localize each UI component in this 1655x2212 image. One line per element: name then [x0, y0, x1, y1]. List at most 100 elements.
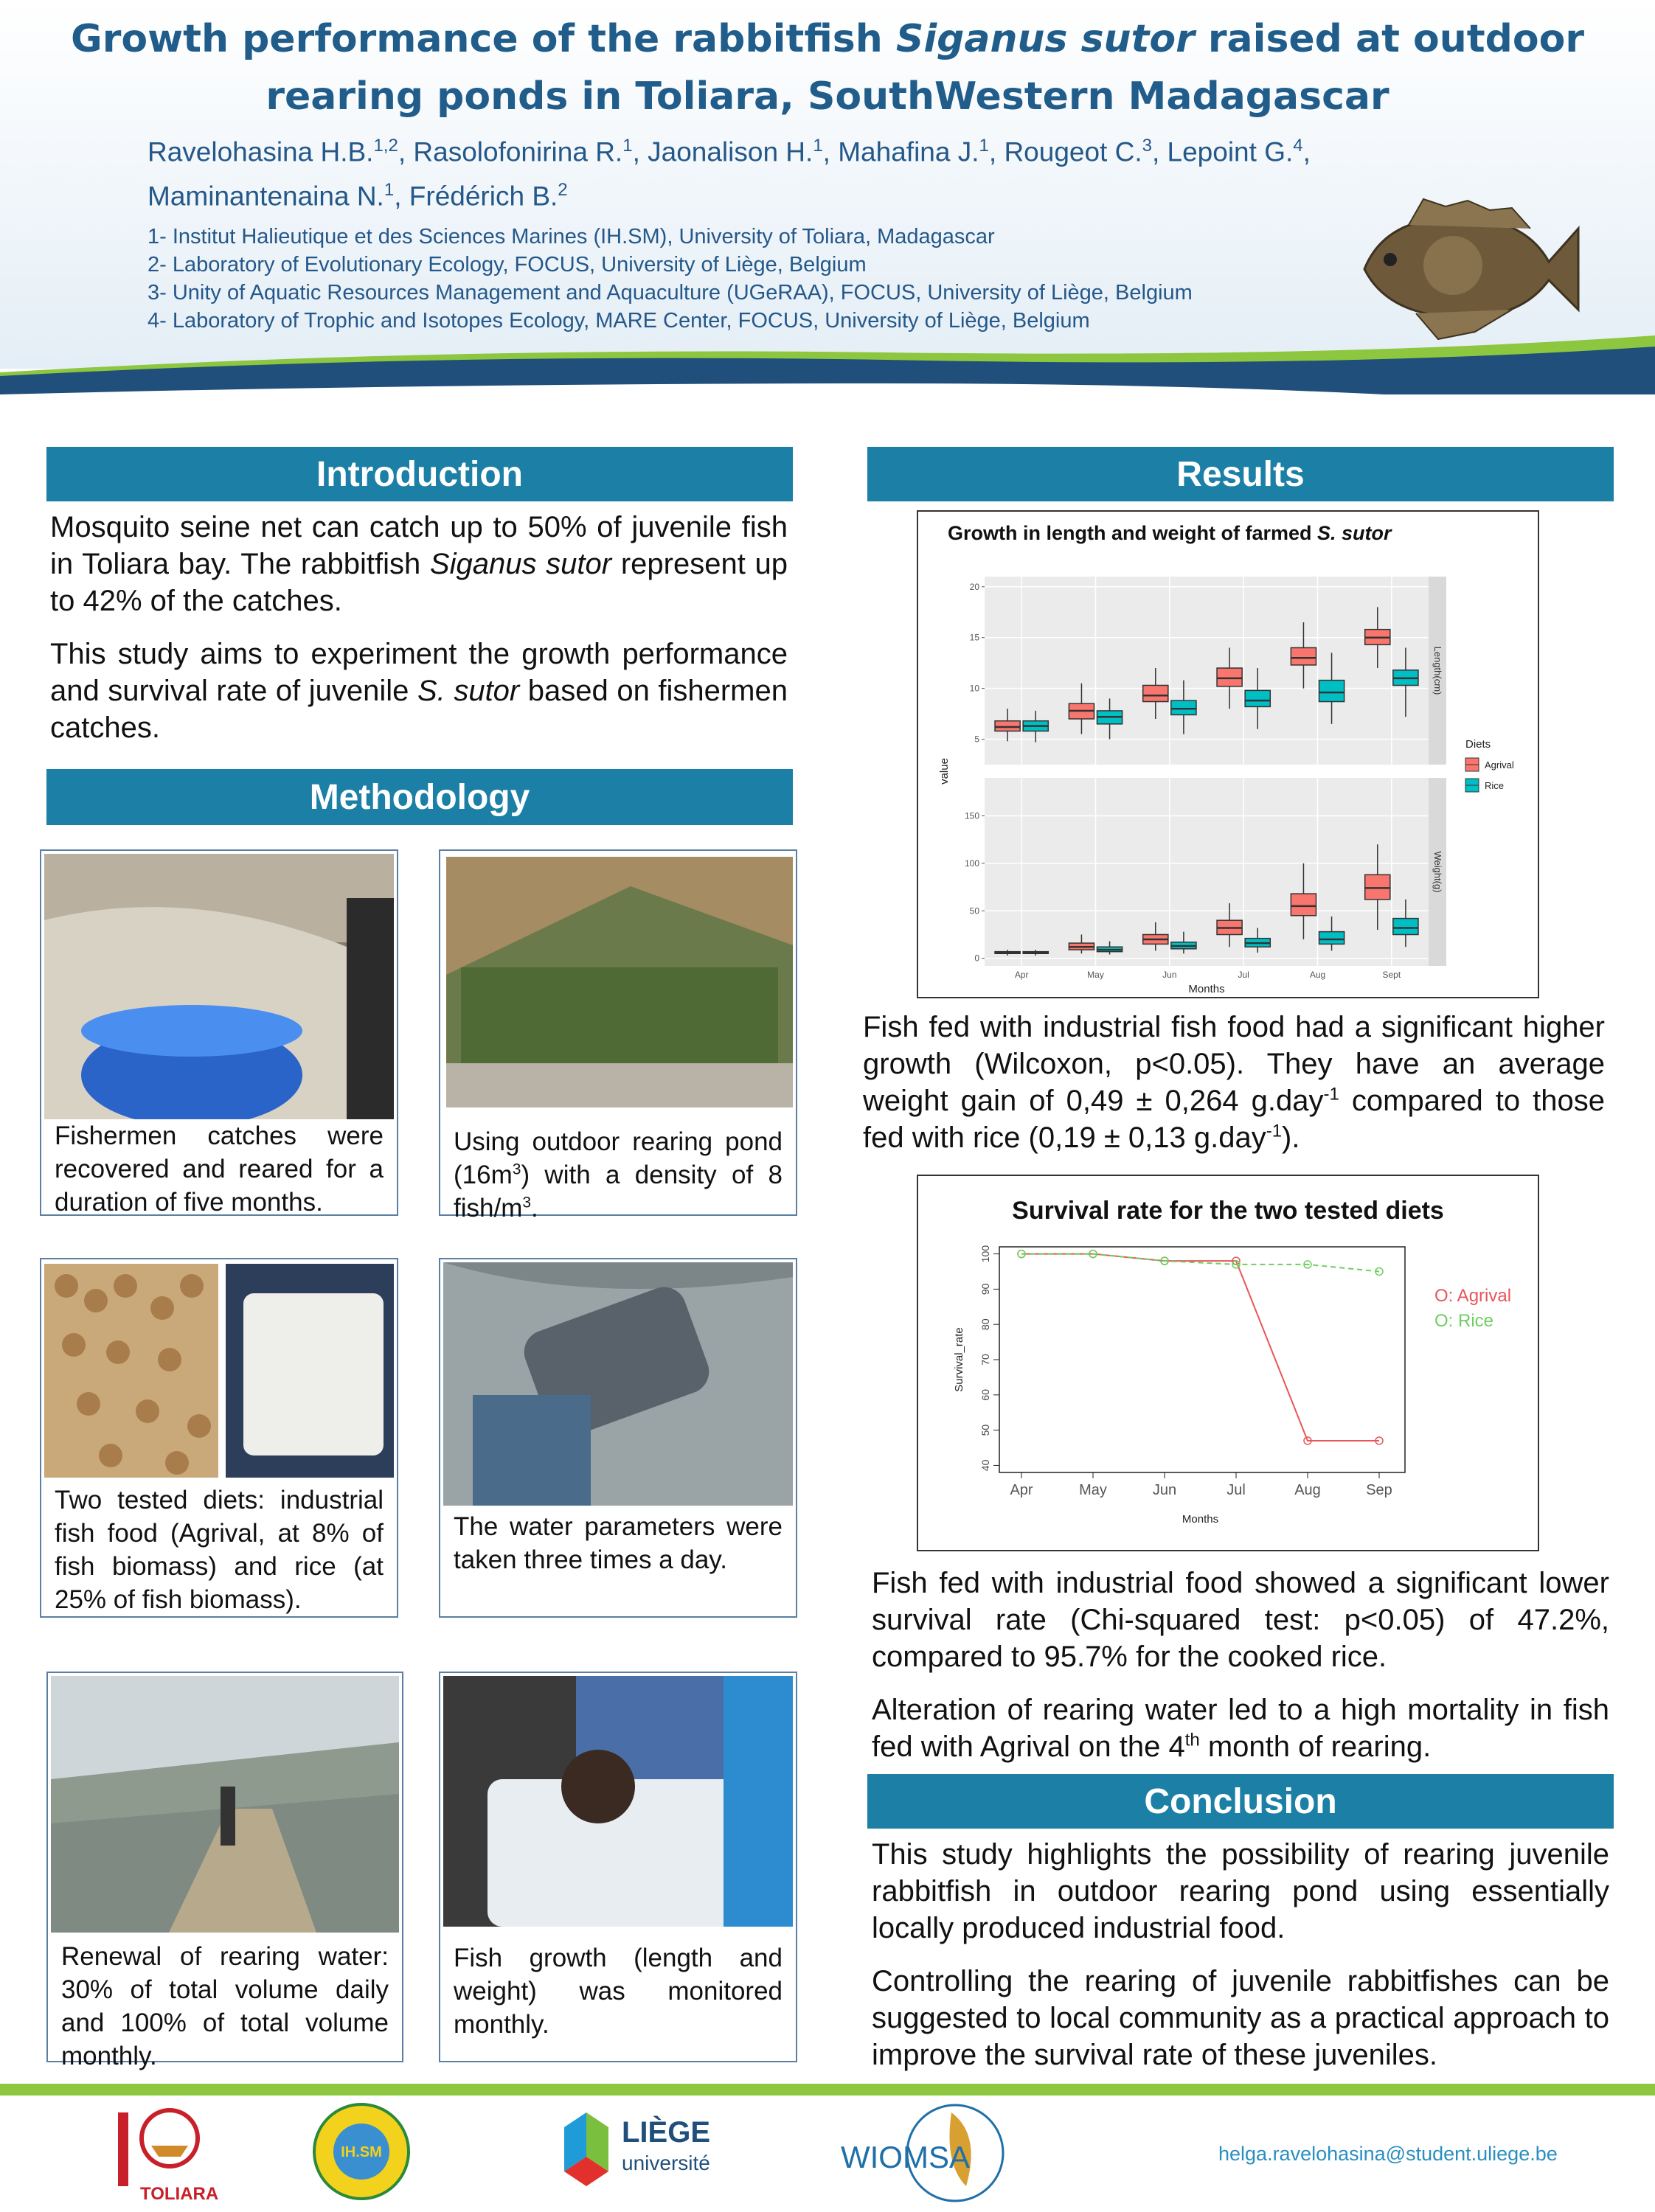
- plot-background: [985, 577, 1429, 765]
- y-tick-label: 90: [979, 1283, 991, 1295]
- box: [1364, 874, 1391, 900]
- box: [1142, 684, 1169, 703]
- x-tick-label: Apr: [1010, 1482, 1033, 1498]
- y-tick-label: 60: [979, 1389, 991, 1401]
- superscript: -1: [1266, 1121, 1283, 1141]
- caption: Renewal of rearing water: 30% of total v…: [48, 1940, 402, 2073]
- plot-background: [985, 778, 1429, 966]
- text-run: Alteration of rearing water led to a hig…: [872, 1694, 1609, 1763]
- title-line: rearing ponds in Toliara, SouthWestern M…: [0, 68, 1655, 125]
- text-run: represent up to 42% of the catches.: [50, 548, 788, 617]
- text-run: Siganus sutor: [429, 548, 612, 580]
- point: [1232, 1260, 1241, 1269]
- text-run: This study highlights the possibility of…: [872, 1838, 1609, 1944]
- text-run: Growth in length and weight of farmed: [948, 522, 1317, 544]
- title-line: Growth performance of the rabbitfish Sig…: [0, 10, 1655, 68]
- text-run: ).: [1282, 1121, 1300, 1154]
- x-axis-label: Months: [1182, 1513, 1218, 1526]
- y-tick-label: 70: [979, 1354, 991, 1366]
- text-run: Mosquito seine net can catch up to 50% o…: [50, 511, 788, 580]
- affiliations: 1- Institut Halieutique et des Sciences …: [148, 223, 1328, 335]
- box: [1290, 647, 1317, 666]
- facet-label: Weight(g): [1432, 851, 1443, 892]
- photo: [446, 857, 793, 1107]
- y-axis-label: Survival_rate: [953, 1327, 965, 1392]
- section-heading: Results: [867, 447, 1614, 501]
- author-affiliation: 1: [384, 180, 395, 201]
- x-tick-label: May: [1087, 970, 1104, 980]
- method-panel: Fishermen catches were recovered and rea…: [40, 849, 398, 1217]
- superscript: 3: [522, 1194, 532, 1211]
- y-tick-label: 50: [970, 905, 980, 916]
- author-name: Frédérich B.: [409, 181, 558, 212]
- x-tick-label: Jun: [1162, 970, 1176, 980]
- x-tick-label: Aug: [1294, 1482, 1321, 1498]
- author-affiliation: 2: [558, 180, 568, 201]
- text-run: This study aims to experiment the growth…: [50, 638, 788, 707]
- author-name: Maminantenaina N.: [148, 181, 384, 212]
- affiliation: 3- Unity of Aquatic Resources Management…: [148, 281, 1193, 305]
- x-axis-label: Months: [1188, 983, 1224, 995]
- header-background: [0, 0, 1655, 413]
- results-text: Fish fed with industrial fish food had a…: [863, 1009, 1605, 1172]
- author-name: Rougeot C.: [1004, 136, 1142, 167]
- method-panel: Two tested diets: industrial fish food (…: [40, 1258, 398, 1618]
- text-run: Growth performance of the rabbitfish: [71, 17, 896, 61]
- text-run: Fish fed with industrial food showed a s…: [872, 1567, 1609, 1673]
- point: [1303, 1260, 1312, 1269]
- x-tick-label: Jul: [1226, 1482, 1246, 1498]
- text-run: S. sutor: [1317, 522, 1392, 544]
- superscript: -1: [1323, 1084, 1339, 1105]
- series-line: [1021, 1253, 1380, 1273]
- x-tick-label: Sep: [1366, 1482, 1392, 1498]
- logo-text: université: [622, 2152, 710, 2174]
- author-affiliation: 3: [1142, 136, 1152, 156]
- poster-title: Growth performance of the rabbitfish Sig…: [0, 10, 1655, 125]
- logo-text: LIÈGE: [622, 2115, 710, 2149]
- text-run: Controlling the rearing of juvenile rabb…: [872, 1965, 1609, 2071]
- y-tick-label: 0: [974, 953, 979, 964]
- box: [1318, 931, 1345, 945]
- section-heading: Methodology: [46, 769, 793, 825]
- method-panel: Renewal of rearing water: 30% of total v…: [46, 1672, 403, 2070]
- box: [1170, 700, 1197, 716]
- section-heading: Introduction: [46, 447, 793, 501]
- point: [1160, 1256, 1169, 1265]
- photo: [51, 1676, 399, 1933]
- author-name: Jaonalison H.: [648, 136, 813, 167]
- x-tick-label: Jul: [1238, 970, 1249, 980]
- paragraph: This study highlights the possibility of…: [872, 1836, 1609, 1947]
- paragraph: Alteration of rearing water led to a hig…: [872, 1691, 1609, 1765]
- text-run: .: [531, 1194, 538, 1222]
- point: [1303, 1436, 1312, 1445]
- logo-text: IH.SM: [341, 2144, 382, 2160]
- y-axis-label: value: [938, 758, 951, 785]
- legend-label: Agrival: [1485, 759, 1514, 771]
- text-run: raised at outdoor: [1194, 17, 1584, 61]
- paragraph: Mosquito seine net can catch up to 50% o…: [50, 509, 788, 619]
- separator: ,: [394, 181, 402, 212]
- author-affiliation: 1,2: [373, 136, 398, 156]
- caption: Using outdoor rearing pond (16m3) with a…: [440, 1125, 796, 1225]
- chart-frame: Growth in length and weight of farmed S.…: [917, 510, 1539, 998]
- x-tick-label: Apr: [1015, 970, 1029, 980]
- separator: ,: [822, 136, 830, 167]
- text-run: Fish growth (length and weight) was moni…: [454, 1944, 783, 2039]
- caption: Two tested diets: industrial fish food (…: [41, 1484, 397, 1616]
- results-text: Fish fed with industrial food showed a s…: [872, 1565, 1609, 1781]
- text-run: based on fishermen catches.: [50, 675, 788, 744]
- y-tick-label: 50: [979, 1425, 991, 1436]
- method-panel: The water parameters were taken three ti…: [439, 1258, 797, 1618]
- text-run: month of rearing.: [1199, 1731, 1432, 1763]
- box: [994, 720, 1021, 732]
- y-tick-label: 80: [979, 1318, 991, 1330]
- author-affiliation: 1: [813, 136, 823, 156]
- text-run: rearing ponds in Toliara, SouthWestern M…: [266, 74, 1389, 119]
- author-affiliation: 4: [1293, 136, 1303, 156]
- author-name: Rasolofonirina R.: [413, 136, 623, 167]
- box: [1392, 917, 1419, 936]
- y-tick-label: 100: [979, 1245, 991, 1263]
- method-panel: Fish growth (length and weight) was moni…: [439, 1672, 797, 2062]
- point: [1375, 1267, 1384, 1276]
